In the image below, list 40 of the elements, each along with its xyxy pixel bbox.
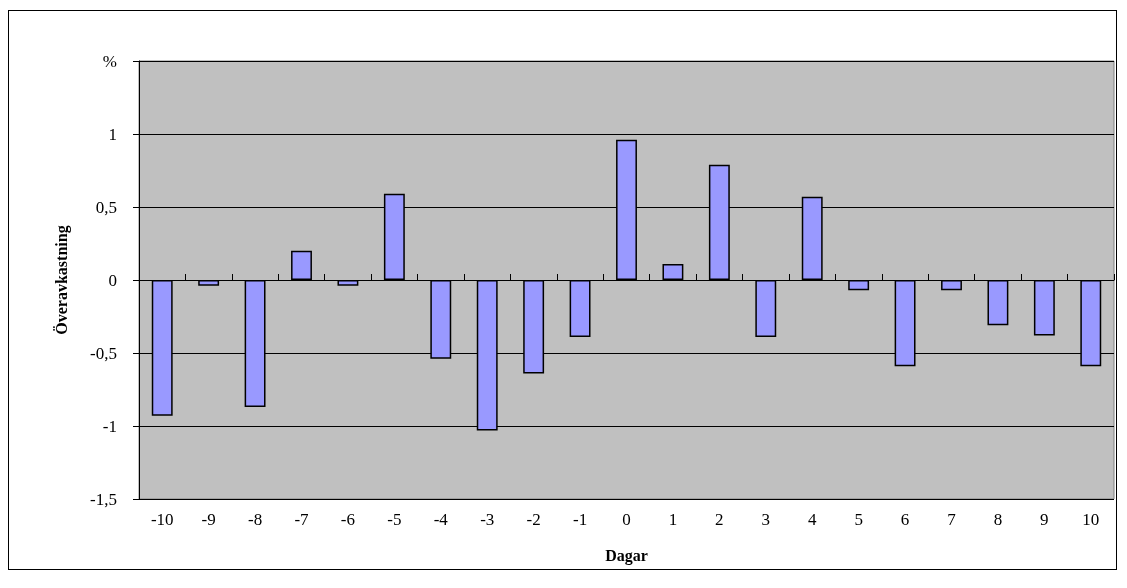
x-tick-label: 8 [993, 510, 1003, 529]
x-tick-label: 5 [854, 510, 863, 529]
x-tick-label: 6 [900, 510, 910, 529]
y-tick-label: % [102, 51, 117, 71]
bar [755, 280, 777, 337]
bar [662, 263, 684, 280]
y-tick-label: -0,5 [90, 343, 117, 363]
x-tick-label: 9 [1040, 510, 1049, 529]
bar [848, 280, 870, 291]
y-tick-label: -1 [102, 416, 117, 436]
bar [941, 280, 962, 291]
x-tick-label: -1 [572, 510, 588, 529]
bar [569, 280, 591, 337]
y-axis-title: Överavkastning [52, 225, 71, 335]
x-tick-label: -3 [480, 510, 495, 529]
x-tick-label: -7 [294, 510, 310, 529]
x-tick-label: -5 [387, 510, 402, 529]
y-tick-label: 0,5 [95, 197, 117, 217]
y-tick-label: 0 [108, 270, 117, 290]
x-tick-label: -2 [526, 510, 541, 529]
x-tick-label: 7 [947, 510, 957, 529]
x-tick-label: -6 [340, 510, 356, 529]
x-axis-title: Dagar [605, 546, 648, 565]
x-tick-label: 3 [761, 510, 771, 529]
x-tick-label: -9 [201, 510, 216, 529]
bar [291, 250, 312, 280]
x-tick-label: -4 [433, 510, 449, 529]
bar [198, 280, 220, 286]
x-tick-label: 4 [807, 510, 817, 529]
bar [337, 280, 359, 286]
x-tick-label: 10 [1082, 510, 1100, 529]
y-tick-label: -1,5 [90, 489, 117, 509]
x-tick-label: 0 [622, 510, 631, 529]
x-tick-label: -10 [150, 510, 174, 529]
bar [1033, 280, 1055, 336]
x-tick-label: -8 [247, 510, 263, 529]
x-tick-label: 1 [668, 510, 678, 529]
bar [987, 280, 1009, 326]
y-tick-label: 1 [108, 124, 117, 144]
x-tick-label: 2 [715, 510, 724, 529]
